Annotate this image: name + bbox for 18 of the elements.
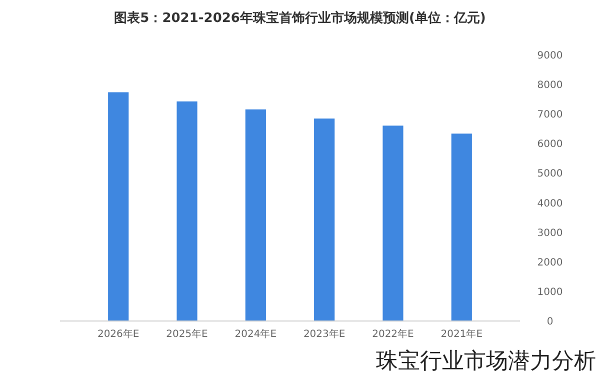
y-tick-label: 9000 [537,50,563,62]
y-tick-label: 0 [546,316,554,328]
text: 珠宝行业市场潜力分析 [376,349,596,374]
x-tick-label: 2025年E [166,328,208,340]
y-tick-label: 3000 [537,228,563,239]
x-tick-label: 2021年E [440,328,483,340]
x-tick-label: 2022年E [372,328,414,340]
y-tick-label: 8000 [537,80,563,92]
y-tick-label: 1000 [537,286,563,298]
x-tick-label: 2026年E [97,328,140,340]
x-tick-label: 2024年E [234,328,277,340]
y-tick-label: 6000 [537,139,563,150]
y-tick-label: 5000 [537,168,563,180]
y-tick-label: 4000 [537,198,563,210]
chart-title: 图表5：2021-2026年珠宝首饰行业市场规模预测(单位：亿元) [114,10,486,26]
y-tick-label: 7000 [537,110,563,121]
x-tick-label: 2023年E [303,328,346,340]
y-tick-label: 2000 [537,257,563,268]
